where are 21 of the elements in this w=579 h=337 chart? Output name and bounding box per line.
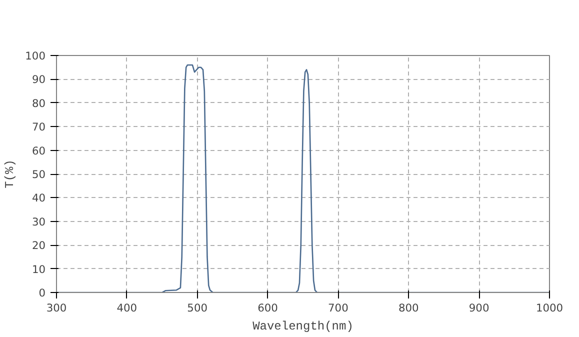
y-tick-label: 20 <box>32 239 46 252</box>
x-tick-label: 500 <box>187 302 208 314</box>
y-axis-title: T(%) <box>3 160 18 188</box>
y-tick-label: 30 <box>32 215 46 228</box>
y-tick-label: 90 <box>32 73 46 86</box>
x-tick-label: 1000 <box>536 302 564 314</box>
y-tick-label: 100 <box>25 50 46 62</box>
y-tick-label: 80 <box>32 96 46 110</box>
y-tick-label: 0 <box>38 286 46 300</box>
y-tick-label: 60 <box>32 144 46 158</box>
x-tick-label: 900 <box>468 302 490 314</box>
x-tick-label: 800 <box>398 302 420 314</box>
y-tick-label: 50 <box>32 168 46 181</box>
y-tick-label: 10 <box>32 262 46 276</box>
x-tick-label: 700 <box>328 302 349 314</box>
x-axis-title: Wavelength(nm) <box>252 320 354 334</box>
y-tick-label: 40 <box>32 192 46 205</box>
x-tick-label: 600 <box>258 302 278 314</box>
y-tick-label: 70 <box>32 120 46 134</box>
x-tick-label: 300 <box>46 302 67 314</box>
x-tick-label: 400 <box>116 302 138 314</box>
